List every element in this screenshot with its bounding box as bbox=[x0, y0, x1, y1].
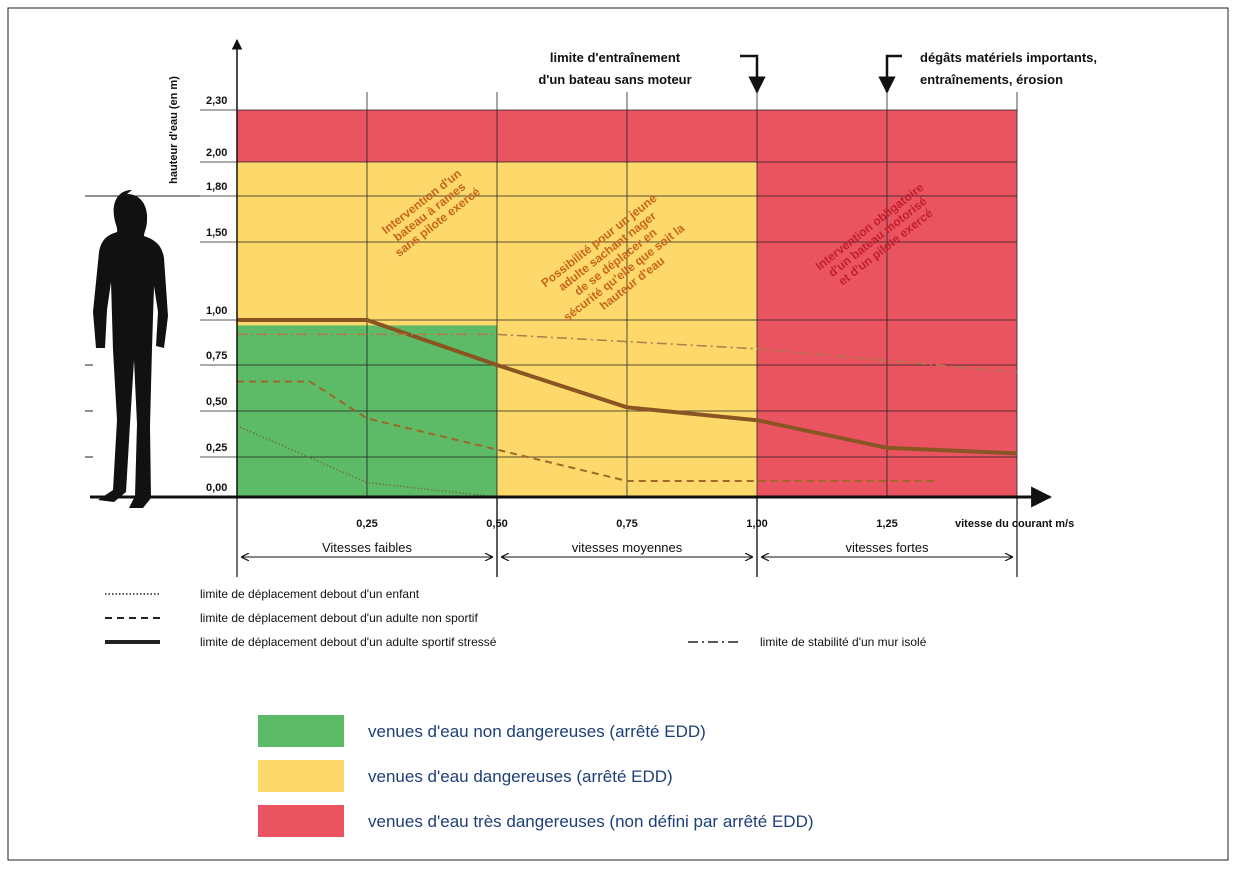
y-tick-label: 1,50 bbox=[206, 227, 227, 239]
y-tick-label: 1,00 bbox=[206, 305, 227, 317]
person-silhouette bbox=[93, 190, 168, 508]
legend-label: limite de déplacement debout d'un enfant bbox=[200, 587, 420, 601]
y-tick-label: 2,30 bbox=[206, 95, 227, 107]
legend-swatch bbox=[258, 715, 344, 747]
legend-swatch bbox=[258, 805, 344, 837]
y-axis-label: hauteur d'eau (en m) bbox=[168, 76, 180, 184]
y-tick-label: 0,25 bbox=[206, 442, 227, 454]
legend-label: limite de stabilité d'un mur isolé bbox=[760, 635, 927, 649]
legend-label: venues d'eau dangereuses (arrêté EDD) bbox=[368, 767, 673, 786]
chart: hauteur d'eau (en m) vitesse du courant … bbox=[0, 0, 1236, 865]
x-tick-label: 0,75 bbox=[616, 518, 637, 530]
annotation: entraînements, érosion bbox=[920, 72, 1063, 87]
y-tick-label: 2,00 bbox=[206, 147, 227, 159]
x-tick-label: 1,25 bbox=[876, 518, 897, 530]
y-tick-label: 0,50 bbox=[206, 396, 227, 408]
legend-label: limite de déplacement debout d'un adulte… bbox=[200, 635, 497, 649]
range-label: Vitesses faibles bbox=[322, 540, 413, 555]
legend-swatch bbox=[258, 760, 344, 792]
range-label: vitesses fortes bbox=[845, 540, 929, 555]
annotation: d'un bateau sans moteur bbox=[538, 72, 691, 87]
x-axis-label: vitesse du courant m/s bbox=[955, 518, 1074, 530]
annotation-arrow bbox=[740, 56, 757, 92]
y-tick-label: 0,75 bbox=[206, 350, 227, 362]
annotation-arrow bbox=[887, 56, 902, 92]
legend-label: venues d'eau non dangereuses (arrêté EDD… bbox=[368, 722, 706, 741]
x-tick-label: 0,25 bbox=[356, 518, 377, 530]
annotation: limite d'entraînement bbox=[550, 50, 681, 65]
legend-label: limite de déplacement debout d'un adulte… bbox=[200, 611, 478, 625]
annotation: dégâts matériels importants, bbox=[920, 50, 1097, 65]
legend-label: venues d'eau très dangereuses (non défin… bbox=[368, 812, 814, 831]
y-tick-label: 1,80 bbox=[206, 181, 227, 193]
range-label: vitesses moyennes bbox=[572, 540, 683, 555]
y-tick-label: 0,00 bbox=[206, 482, 227, 494]
